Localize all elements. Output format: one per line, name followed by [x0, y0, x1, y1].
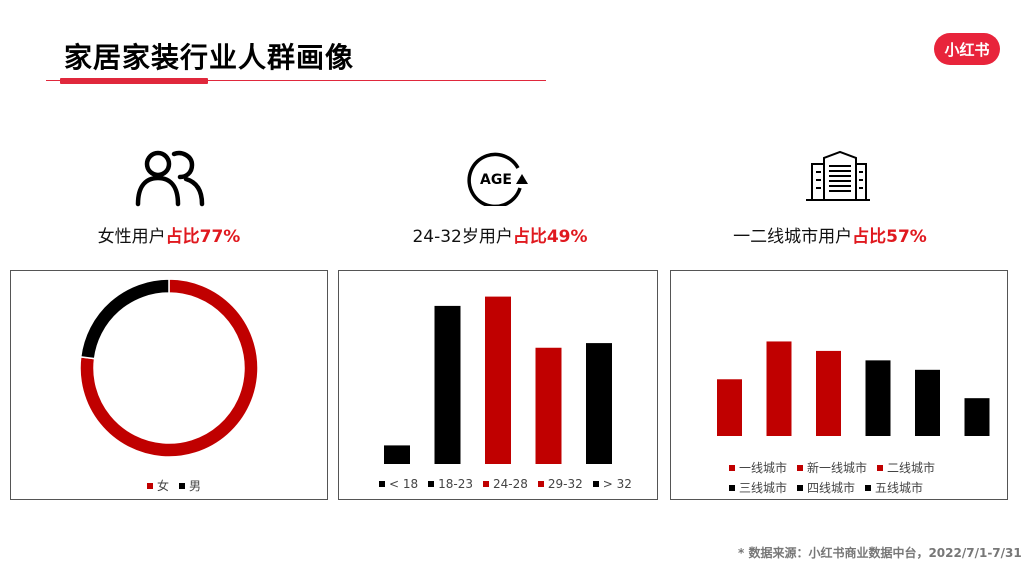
legend-label: 男	[189, 479, 202, 493]
title-accent-bar	[60, 78, 208, 84]
stat-female: 女性用户占比77%	[4, 222, 334, 247]
legend-swatch	[592, 480, 599, 487]
city-bar-chart	[717, 341, 990, 436]
legend-swatch	[179, 482, 186, 489]
legend-label: 29-32	[547, 477, 583, 491]
legend-label: 24-28	[493, 477, 528, 491]
legend-swatch	[877, 464, 884, 471]
stat-female-label: 女性用户	[97, 227, 166, 247]
legend-label: 新一线城市	[807, 461, 868, 475]
donut-slice-1	[79, 278, 170, 360]
stat-city-label: 一二线城市用户	[733, 227, 853, 247]
bar-1	[434, 305, 461, 464]
building-icon	[806, 150, 870, 201]
stat-age-label: 24-32岁用户	[412, 227, 513, 247]
age-icon-label: AGE	[480, 172, 512, 188]
bar-1	[766, 341, 792, 436]
legend-label: 三线城市	[739, 481, 788, 495]
source-footnote: * 数据来源：小红书商业数据中台，2022/7/1-7/31	[738, 546, 1022, 560]
bar-4	[586, 343, 612, 464]
legend-swatch	[537, 480, 544, 487]
legend-label: 四线城市	[807, 481, 856, 495]
legend-item: 五线城市	[865, 481, 923, 495]
legend-swatch	[428, 480, 435, 487]
bar-0	[717, 379, 742, 436]
legend-item: > 32	[592, 477, 632, 491]
bar-3	[535, 347, 562, 464]
legend-item: 四线城市	[797, 481, 855, 495]
legend-item: 18-23	[428, 477, 473, 491]
stat-female-value: 占比77%	[165, 227, 241, 247]
legend-item: 二线城市	[877, 461, 935, 475]
legend-label: 二线城市	[887, 461, 936, 475]
legend-label: 一线城市	[739, 461, 788, 475]
age-icon: AGE	[467, 152, 528, 206]
stat-age-value: 占比49%	[512, 227, 588, 247]
bar-2	[485, 296, 511, 464]
legend-swatch	[147, 482, 153, 489]
legend-swatch	[797, 484, 804, 491]
brand-logo: 小红书	[934, 33, 1000, 65]
legend-item: 三线城市	[729, 481, 787, 495]
legend-label: > 32	[602, 477, 632, 491]
legend-label: 18-23	[438, 477, 474, 491]
bar-2	[816, 350, 841, 436]
page-title: 家居家装行业人群画像	[64, 41, 355, 74]
legend-item: 29-32	[537, 477, 583, 491]
stat-age: 24-32岁用户占比49%	[335, 222, 665, 247]
legend-label: 女	[157, 479, 170, 493]
gender-legend: 女男	[147, 477, 211, 494]
gender-donut-chart	[79, 278, 259, 458]
bar-0	[384, 445, 410, 464]
gender-chart-panel: 女男	[10, 270, 328, 500]
stat-city-value: 占比57%	[852, 227, 927, 247]
people-icon	[135, 150, 205, 207]
age-chart-panel: < 18 18-23 24-28 29-32 > 32	[338, 270, 658, 500]
legend-label: 五线城市	[875, 481, 924, 495]
legend-label: < 18	[389, 477, 419, 491]
legend-item: 新一线城市	[797, 461, 867, 475]
title-underline	[46, 80, 546, 81]
legend-item: 女	[147, 479, 169, 493]
bar-5	[964, 398, 990, 436]
stat-city: 一二线城市用户占比57%	[665, 222, 995, 247]
bar-4	[915, 369, 940, 436]
legend-swatch	[797, 464, 804, 471]
legend-item: < 18	[379, 477, 418, 491]
city-legend: 一线城市 新一线城市 二线城市三线城市 四线城市 五线城市	[729, 458, 969, 498]
legend-swatch	[483, 480, 490, 487]
legend-item: 一线城市	[729, 461, 787, 475]
legend-swatch	[379, 480, 385, 487]
city-chart-panel: 一线城市 新一线城市 二线城市三线城市 四线城市 五线城市	[670, 270, 1008, 500]
legend-item: 24-28	[483, 477, 528, 491]
bar-3	[865, 360, 891, 436]
age-legend: < 18 18-23 24-28 29-32 > 32	[379, 477, 642, 491]
legend-swatch	[729, 484, 735, 491]
legend-item: 男	[179, 479, 201, 493]
legend-swatch	[729, 464, 735, 471]
legend-swatch	[865, 484, 872, 491]
age-bar-chart	[384, 296, 612, 464]
